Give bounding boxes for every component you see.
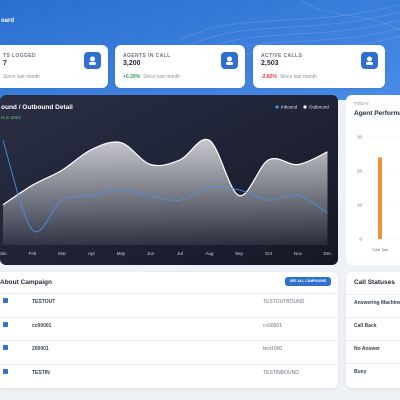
stat-value: 2,503 <box>261 60 279 67</box>
x-tick-label: Sep <box>235 251 244 256</box>
status-name: Call Back <box>354 323 377 329</box>
stat-label: ACTIVE CALLS <box>261 53 303 59</box>
x-tick-label: Feb <box>29 251 37 256</box>
icon-shape <box>90 56 95 62</box>
icon-glyph <box>89 56 96 65</box>
icon-shape <box>366 62 373 65</box>
stat-icon <box>221 52 238 69</box>
legend-dot <box>275 105 279 109</box>
y-tick-label: 0 <box>359 237 362 242</box>
stat-card: ACTIVE CALLS 2,503 -2.82% Since last month <box>253 45 385 88</box>
row-icon <box>3 345 8 350</box>
icon-shape <box>367 56 372 62</box>
call-status-panel: Call Statuses Answering Machine Call Back… <box>346 272 400 388</box>
status-name: Busy <box>354 369 367 375</box>
icon-glyph <box>226 56 233 65</box>
stat-note: -2.82% Since last month <box>261 74 317 80</box>
row-divider <box>0 363 338 365</box>
campaign-name: TESTOUT <box>32 299 56 305</box>
stat-note: +0.20% Since last month <box>123 74 180 80</box>
legend-label: Outbound <box>309 105 329 110</box>
outbound-area <box>3 139 328 245</box>
stat-value: 3,200 <box>123 60 141 67</box>
campaign-name: 200001 <box>32 346 49 352</box>
x-tick-label: Oct <box>265 251 273 256</box>
call-status-title: Call Statuses <box>354 279 395 286</box>
y-tick-label: 30 <box>357 135 363 140</box>
campaign-group: TESTOUTBOUND <box>263 299 305 305</box>
campaign-group: test1000 <box>263 346 283 352</box>
panel-title: Agent Performa <box>354 110 400 117</box>
bar <box>378 157 382 239</box>
outbound-line <box>2 138 328 206</box>
campaign-name: TESTIN <box>32 369 50 376</box>
icon-glyph <box>366 56 373 65</box>
campaign-panel: About Campaign SEE ALL CAMPAIGNS TESTOUT… <box>0 272 338 388</box>
inbound-line <box>2 140 328 233</box>
x-tick-label: Jul <box>177 251 183 256</box>
status-name: No Answer <box>354 346 380 352</box>
stat-label: TS LOGGED <box>3 53 37 59</box>
row-icon <box>3 298 8 303</box>
inbound-outbound-chart: ound / Outbound Detail rs in 2024 Inbound O… <box>0 95 338 265</box>
icon-shape <box>227 56 232 62</box>
x-tick-label: May <box>117 251 126 256</box>
campaign-group: TESTINBOUND <box>263 369 299 376</box>
panel-bg <box>346 95 400 265</box>
stat-note: Since last month <box>3 74 40 80</box>
y-tick-label: 20 <box>357 169 363 174</box>
legend-label: Inbound <box>281 105 298 110</box>
page-title: oard <box>1 18 15 24</box>
stat-note-text: Since last month <box>279 74 317 80</box>
x-tick-label: Aug <box>205 251 214 256</box>
icon-shape <box>226 62 233 65</box>
stat-card: AGENTS IN CALL 3,200 +0.20% Since last mont… <box>115 45 245 88</box>
row-icon <box>3 368 8 374</box>
row-divider <box>346 294 400 295</box>
status-name: Answering Machine <box>354 300 400 306</box>
stat-value: 7 <box>3 60 7 67</box>
x-tick-label: Jun <box>147 251 155 256</box>
stat-icon <box>84 52 101 69</box>
y-tick-label: 10 <box>357 203 363 208</box>
campaign-title: About Campaign <box>0 279 52 286</box>
campaign-group: cc00001 <box>263 322 282 329</box>
stat-label: AGENTS IN CALL <box>123 53 171 59</box>
row-divider <box>346 317 400 318</box>
x-tick-label: Total Talk <box>372 247 389 252</box>
x-tick-label: Dec <box>323 251 332 256</box>
stat-note-text: Since last month <box>143 74 181 80</box>
stat-card: TS LOGGED 7 Since last month <box>0 45 108 88</box>
stat-icon <box>361 52 378 69</box>
row-divider <box>346 363 400 364</box>
stat-change: +0.20% <box>123 74 141 80</box>
agent-performance-chart: TODAY Agent Performa 0 10 20 30 Total Talk <box>346 95 400 265</box>
x-tick-label: Mar <box>58 251 66 256</box>
x-tick-label: Jan <box>0 251 7 256</box>
campaign-name: cc00001 <box>32 322 52 329</box>
x-tick-label: Nov <box>294 251 303 256</box>
row-divider <box>346 340 400 341</box>
chart-subtitle: rs in 2024 <box>1 115 21 120</box>
row-divider <box>0 340 338 341</box>
stat-note-text: Since last month <box>3 74 40 80</box>
stat-change: -2.82% <box>261 74 277 80</box>
row-divider <box>0 316 338 318</box>
chart-title: ound / Outbound Detail <box>1 104 73 111</box>
see-all-button[interactable]: SEE ALL CAMPAIGNS <box>285 277 331 286</box>
legend-dot <box>303 105 307 109</box>
row-divider <box>0 293 338 294</box>
row-icon <box>3 321 8 327</box>
icon-shape <box>89 62 96 65</box>
x-tick-label: Apr <box>88 251 96 256</box>
panel-label: TODAY <box>354 101 369 106</box>
